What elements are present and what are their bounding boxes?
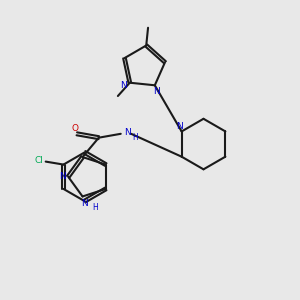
- Text: N: N: [120, 81, 127, 90]
- Text: N: N: [124, 128, 130, 137]
- Text: N: N: [81, 199, 87, 208]
- Text: H: H: [92, 203, 98, 212]
- Text: H: H: [133, 133, 139, 142]
- Text: N: N: [153, 87, 160, 96]
- Text: O: O: [72, 124, 79, 133]
- Text: N: N: [176, 122, 183, 130]
- Text: Cl: Cl: [35, 156, 44, 165]
- Text: N: N: [59, 172, 66, 181]
